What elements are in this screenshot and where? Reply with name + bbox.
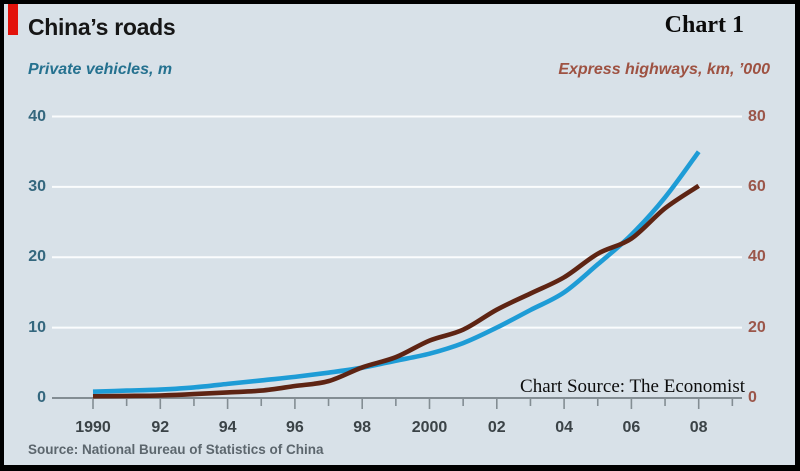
x-axis-tick-label: 08: [689, 419, 708, 436]
left-axis-tick-label: 40: [28, 107, 46, 125]
x-axis-tick-label: 06: [622, 419, 641, 436]
right-axis-title: Express highways, km, ’000: [558, 61, 770, 78]
x-axis-tick-label: 2000: [411, 419, 448, 436]
x-axis-tick-label: 04: [555, 419, 573, 436]
private-vehicles-line: [92, 150, 701, 394]
frame-border-top: [0, 0, 800, 4]
right-axis-tick-label: 40: [748, 248, 766, 266]
right-axis-tick-label: 0: [748, 389, 757, 406]
x-axis-tick-label: 02: [487, 419, 506, 436]
frame-border-right: [795, 0, 800, 471]
right-axis-tick-label: 80: [748, 107, 766, 125]
x-axis-tick-label: 94: [218, 419, 237, 436]
left-axis-tick-label: 20: [28, 248, 46, 266]
x-axis-tick-label: 98: [353, 419, 372, 436]
x-axis-tick-label: 1990: [75, 419, 111, 436]
left-axis-tick-label: 30: [28, 177, 46, 195]
left-axis-tick-label: 0: [37, 389, 46, 406]
left-axis-tick-label: 10: [28, 318, 46, 336]
x-axis-tick-label: 92: [151, 419, 170, 436]
x-axis-tick-label: 96: [285, 419, 304, 436]
left-axis-title: Private vehicles, m: [28, 61, 173, 78]
brand-red-tab: [8, 4, 18, 35]
express-highways-line: [92, 183, 700, 399]
frame-border-left: [0, 0, 4, 471]
right-axis-tick-label: 20: [748, 318, 766, 336]
chart-title: China’s roads: [28, 14, 176, 40]
chart-number-label: Chart 1: [664, 12, 744, 38]
watermark-text: Chart Source: The Economist: [520, 376, 745, 397]
right-axis-tick-label: 60: [748, 177, 766, 195]
source-note: Source: National Bureau of Statistics of…: [28, 442, 324, 457]
frame-border-bottom: [0, 465, 800, 471]
